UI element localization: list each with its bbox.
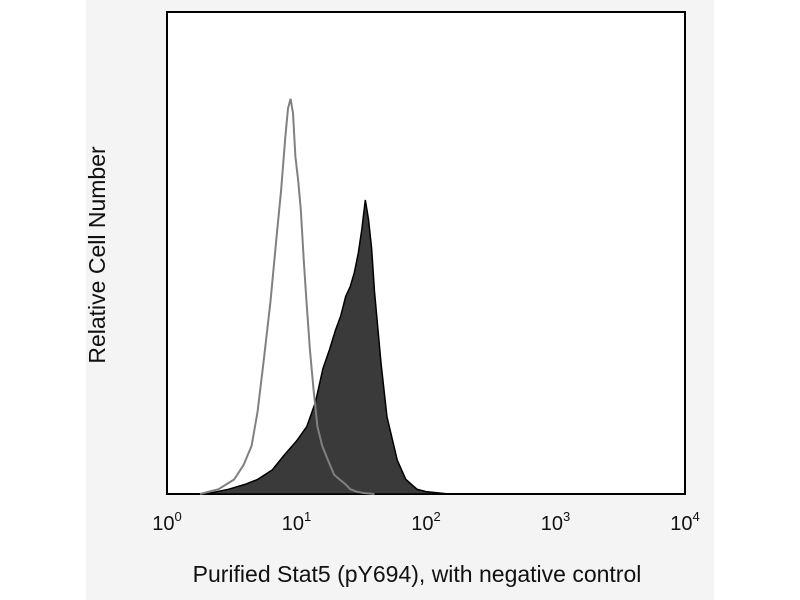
x-tick-exponent: 4	[693, 509, 700, 524]
x-axis-title: Purified Stat5 (pY694), with negative co…	[193, 561, 642, 587]
x-tick-base: 10	[541, 513, 563, 535]
x-tick-base: 10	[670, 513, 692, 535]
negative-control-outline-histogram	[199, 98, 375, 495]
x-tick-base: 10	[411, 513, 433, 535]
x-tick-exponent: 1	[304, 509, 311, 524]
left-margin	[0, 0, 86, 600]
x-tick-exponent: 3	[563, 509, 570, 524]
x-tick-label: 101	[282, 509, 311, 535]
stat5-filled-histogram	[205, 199, 449, 495]
x-tick-base: 10	[282, 513, 304, 535]
x-tick-label: 104	[670, 509, 699, 535]
x-tick-label: 103	[541, 509, 570, 535]
x-tick-layer: 100 101 102 103 104	[152, 509, 699, 535]
plot-frame	[166, 11, 686, 495]
y-axis-title: Relative Cell Number	[84, 146, 110, 364]
x-tick-exponent: 0	[175, 509, 182, 524]
right-margin	[714, 0, 800, 600]
series-layer	[199, 98, 449, 495]
x-tick-label: 100	[152, 509, 181, 535]
x-tick-label: 102	[411, 509, 440, 535]
x-tick-base: 10	[152, 513, 174, 535]
x-tick-exponent: 2	[434, 509, 441, 524]
